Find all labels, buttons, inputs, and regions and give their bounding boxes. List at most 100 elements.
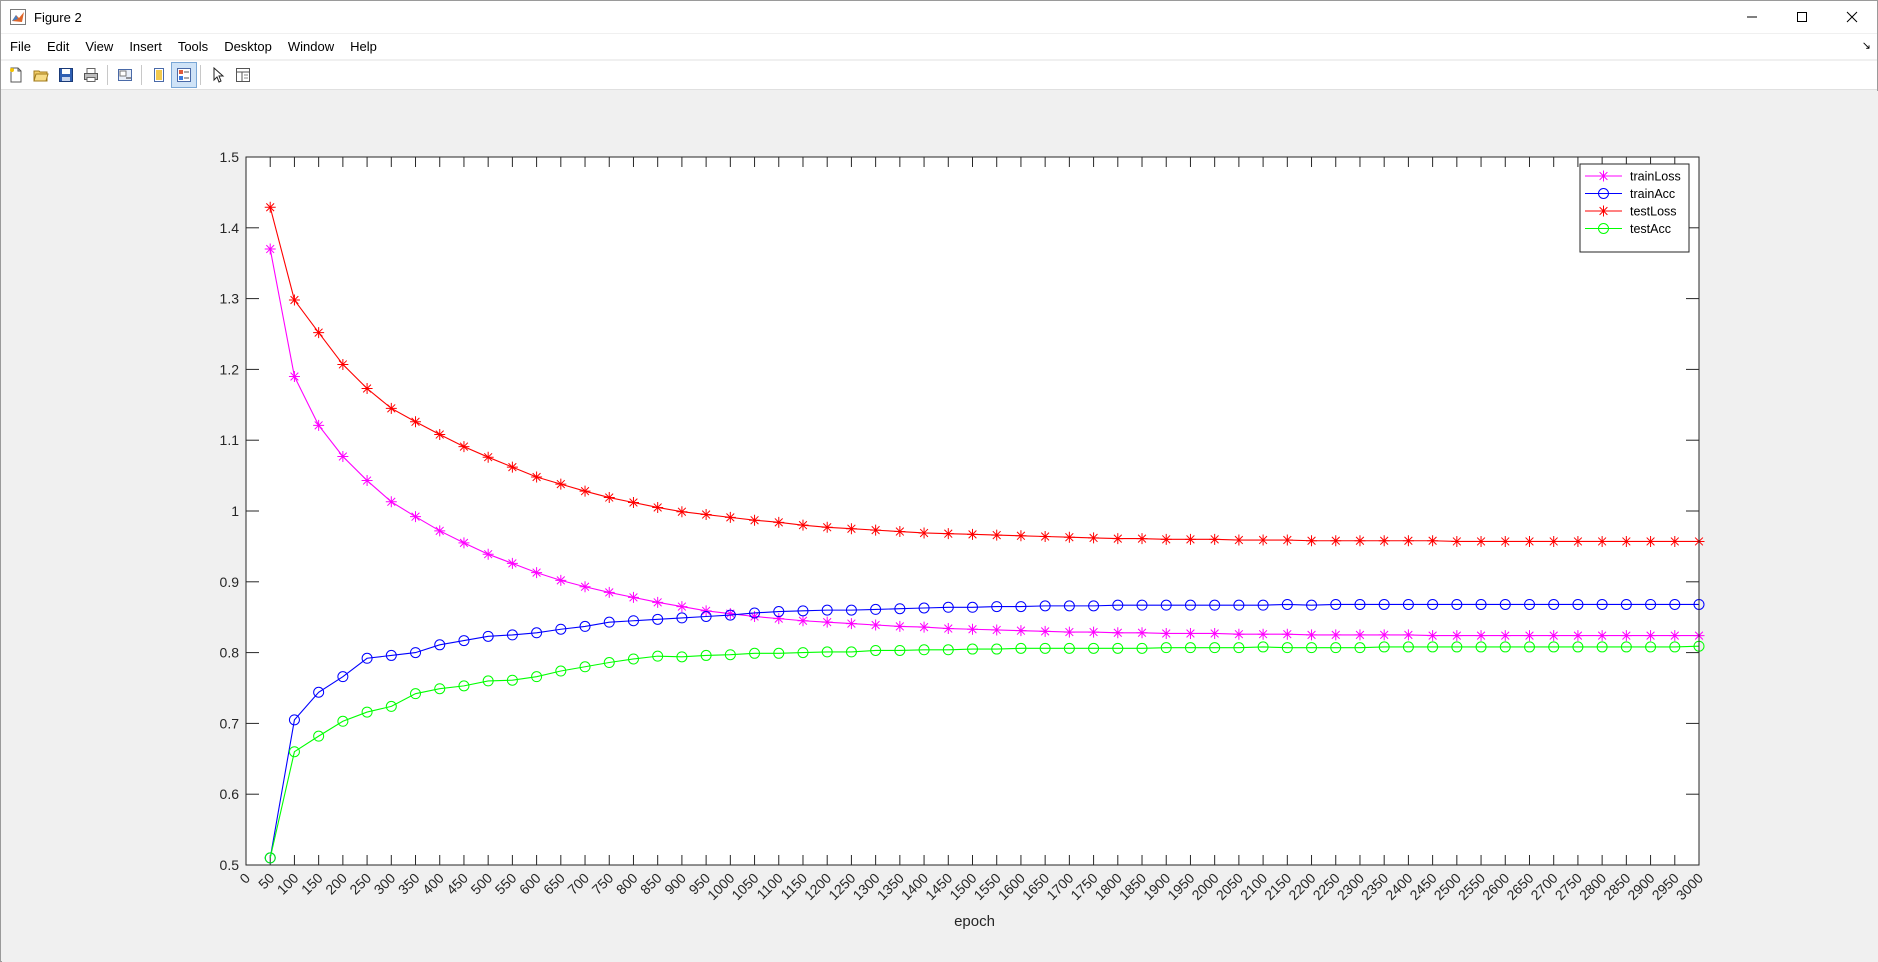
trainLoss-point	[288, 370, 300, 382]
testLoss-point	[918, 527, 930, 539]
menu-window[interactable]: Window	[287, 38, 335, 54]
x-tick-label: 500	[467, 870, 495, 898]
trainLoss-point	[1596, 630, 1608, 642]
maximize-button[interactable]	[1777, 1, 1827, 33]
edit-plot-pointer-icon	[213, 67, 225, 83]
testAcc-line	[269, 645, 1700, 859]
link-axes-button[interactable]	[113, 63, 137, 87]
testLoss-point	[1451, 535, 1463, 547]
testAcc-point	[870, 644, 882, 656]
testLoss-point	[991, 529, 1003, 541]
testAcc-point	[652, 650, 664, 662]
trainAcc-point	[821, 604, 833, 616]
testLoss-point	[749, 514, 761, 526]
new-figure-button[interactable]	[4, 63, 28, 87]
testLoss-point	[1136, 533, 1148, 545]
testLoss-point	[410, 416, 422, 428]
edit-plot-button[interactable]	[206, 63, 230, 87]
trainAcc-point	[410, 647, 422, 659]
testLoss-point	[773, 516, 785, 528]
x-tick-label: 450	[443, 870, 471, 898]
trainAcc-point	[845, 604, 857, 616]
legend-marker	[1598, 205, 1609, 217]
dock-figure-icon[interactable]: ↘	[1861, 40, 1871, 52]
testLoss-point	[1620, 535, 1632, 547]
trainAcc-point	[1499, 598, 1511, 610]
trainAcc-point	[1015, 601, 1027, 613]
testLoss-point	[1257, 534, 1269, 546]
testLoss-point	[1281, 534, 1293, 546]
menu-help[interactable]: Help	[350, 38, 377, 54]
testLoss-point	[1669, 535, 1681, 547]
legend-marker	[1598, 170, 1609, 182]
testLoss-point	[1330, 535, 1342, 547]
trainAcc-point	[773, 606, 785, 618]
testLoss-point	[1209, 533, 1221, 545]
menu-file[interactable]: File	[10, 38, 31, 54]
x-tick-label: 650	[540, 870, 568, 898]
testLoss-point	[361, 383, 373, 395]
minimize-button[interactable]	[1727, 1, 1777, 33]
x-tick-label: 400	[419, 870, 447, 898]
figure-canvas[interactable]: 0.5 0.6 0.7 0.8 0.9 1 1.1 1.2 1.3 1.4 1.5 0 50 100 150…	[2, 91, 1878, 962]
testAcc-point	[1548, 641, 1560, 653]
testAcc-point	[385, 700, 397, 712]
testAcc-point	[845, 646, 857, 658]
trainLoss-point	[313, 419, 325, 431]
trainAcc-point	[676, 612, 688, 624]
new-figure-icon	[10, 67, 22, 83]
menu-insert[interactable]: Insert	[129, 38, 162, 54]
trainLoss-point	[1427, 630, 1439, 642]
trainAcc-point	[288, 714, 300, 726]
testAcc-point	[1499, 641, 1511, 653]
save-button[interactable]	[54, 63, 78, 87]
menu-tools[interactable]: Tools	[177, 38, 209, 54]
testLoss-point	[724, 511, 736, 523]
print-button[interactable]	[79, 63, 103, 87]
open-file-button[interactable]	[29, 63, 53, 87]
menu-desktop[interactable]: Desktop	[224, 38, 272, 54]
y-tick-label: 1.1	[220, 432, 240, 448]
show-plot-tools-button[interactable]	[171, 62, 197, 88]
trainAcc-point	[870, 603, 882, 615]
testAcc-point	[797, 647, 809, 659]
hide-plot-tools-button[interactable]	[147, 63, 171, 87]
legend-marker	[1598, 223, 1609, 234]
trainLoss-point	[991, 624, 1003, 636]
testLoss-point	[1063, 531, 1075, 543]
trainAcc-point	[1160, 599, 1172, 611]
testAcc-point	[1427, 641, 1439, 653]
testLoss-point	[1475, 535, 1487, 547]
menu-edit[interactable]: Edit	[46, 38, 70, 54]
title-bar[interactable]: Figure 2	[1, 1, 1877, 33]
testLoss-point	[1184, 533, 1196, 545]
testLoss-point	[1015, 530, 1027, 542]
trainLoss-point	[1548, 630, 1560, 642]
trainLoss-point	[773, 613, 785, 625]
testAcc-point	[1645, 641, 1657, 653]
line-chart[interactable]: 0.5 0.6 0.7 0.8 0.9 1 1.1 1.2 1.3 1.4 1.5 0 50100150…	[2, 91, 1878, 962]
menu-view[interactable]: View	[85, 38, 114, 54]
series-trainAcc	[264, 598, 1705, 864]
testLoss-point	[555, 478, 567, 490]
close-button[interactable]	[1827, 1, 1877, 33]
trainLoss-point	[724, 608, 736, 620]
testAcc-point	[1306, 642, 1318, 654]
testLoss-point	[1572, 535, 1584, 547]
property-inspector-button[interactable]	[231, 63, 255, 87]
testAcc-point	[1039, 642, 1051, 654]
trainLoss-point	[1184, 627, 1196, 639]
trainAcc-point	[313, 686, 325, 698]
trainAcc-point	[1184, 599, 1196, 611]
testLoss-point	[821, 521, 833, 533]
trainAcc-point	[1233, 599, 1245, 611]
menu-bar: File Edit View Insert Tools Desktop Wind…	[1, 34, 1877, 59]
testAcc-point	[1669, 641, 1681, 653]
trainLoss-point	[1088, 626, 1100, 638]
axes-background	[246, 157, 1699, 865]
trainAcc-point	[1523, 598, 1535, 610]
trainAcc-point	[942, 601, 954, 613]
testAcc-point	[555, 665, 567, 677]
trainAcc-point	[1257, 599, 1269, 611]
save-icon	[59, 68, 73, 82]
